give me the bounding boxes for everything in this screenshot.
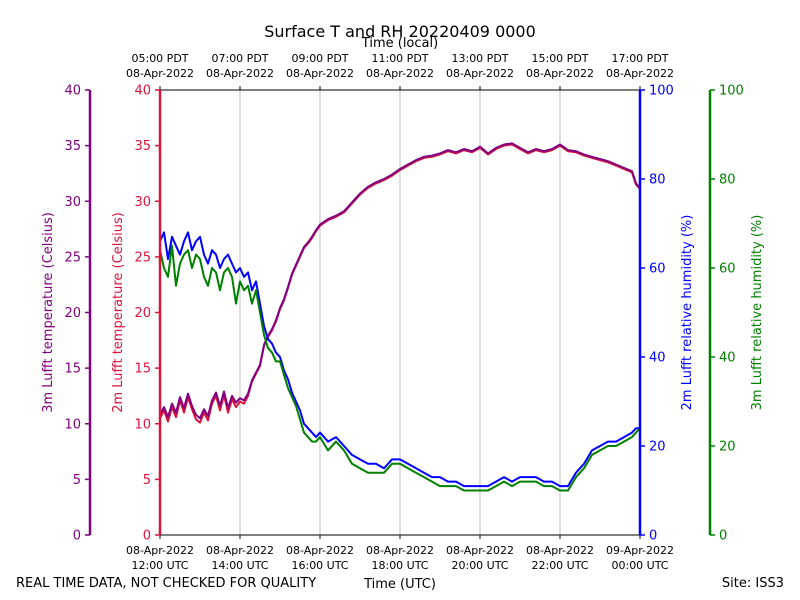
- x-tick-label-time: 00:00 UTC: [611, 559, 668, 572]
- x-tick-label-date: 08-Apr-2022: [446, 544, 514, 557]
- axes-layer: 08-Apr-2022 12:00 UTC 05:00 PDT 08-Apr-2022…: [41, 52, 765, 572]
- y-tick-label-rh3m: 40: [719, 351, 736, 366]
- series-layer: [159, 142, 641, 492]
- y-tick-label-temp3m: 40: [64, 84, 81, 99]
- footer-site: Site: ISS3: [722, 576, 784, 591]
- top-x-tick-label-date: 08-Apr-2022: [446, 67, 514, 80]
- y-tick-label-temp3m: 5: [73, 473, 81, 488]
- gridlines: [239, 90, 561, 535]
- chart-title: Surface T and RH 20220409 0000: [264, 22, 536, 41]
- top-x-tick-label-time: 17:00 PDT: [611, 52, 668, 65]
- y-tick-label-rh2m: 100: [649, 84, 674, 99]
- top-x-tick-label-date: 08-Apr-2022: [206, 67, 274, 80]
- x-tick-label-time: 12:00 UTC: [131, 559, 188, 572]
- top-x-tick-label-time: 07:00 PDT: [211, 52, 268, 65]
- x-tick-label-time: 22:00 UTC: [531, 559, 588, 572]
- y-tick-label-temp3m: 25: [64, 250, 81, 265]
- y-axis-label-rh2m: 2m Lufft relative humidity (%): [680, 215, 695, 411]
- y-tick-label-rh2m: 0: [649, 529, 657, 544]
- y-tick-label-rh3m: 0: [719, 529, 727, 544]
- y-tick-label-rh2m: 60: [649, 262, 666, 277]
- y-tick-label-temp3m: 20: [64, 306, 81, 321]
- x-tick-label-date: 08-Apr-2022: [366, 544, 434, 557]
- top-x-tick-label-date: 08-Apr-2022: [366, 67, 434, 80]
- y-tick-label-temp2m: 40: [134, 84, 151, 99]
- top-x-tick-label-date: 08-Apr-2022: [286, 67, 354, 80]
- top-x-tick-label-time: 13:00 PDT: [451, 52, 508, 65]
- top-x-tick-label-date: 08-Apr-2022: [606, 67, 674, 80]
- x-tick-label-date: 09-Apr-2022: [606, 544, 674, 557]
- y-tick-label-temp3m: 0: [73, 529, 81, 544]
- y-tick-label-rh2m: 20: [649, 440, 666, 455]
- y-tick-label-temp2m: 30: [134, 195, 151, 210]
- y-tick-label-rh3m: 100: [719, 84, 744, 99]
- y-tick-label-temp3m: 15: [64, 362, 81, 377]
- y-tick-label-rh2m: 80: [649, 173, 666, 188]
- top-x-tick-label-time: 11:00 PDT: [371, 52, 428, 65]
- y-tick-label-temp2m: 10: [134, 417, 151, 432]
- x-tick-label-time: 18:00 UTC: [371, 559, 428, 572]
- y-tick-label-rh2m: 40: [649, 351, 666, 366]
- y-tick-label-temp2m: 0: [143, 529, 151, 544]
- y-tick-label-temp2m: 35: [134, 139, 151, 154]
- top-x-tick-label-date: 08-Apr-2022: [526, 67, 594, 80]
- y-tick-label-rh3m: 60: [719, 262, 736, 277]
- series-line-rh2m: [159, 231, 640, 488]
- y-tick-label-temp2m: 15: [134, 362, 151, 377]
- y-axis-label-temp2m: 2m Lufft temperature (Celsius): [111, 212, 126, 413]
- y-tick-label-rh3m: 80: [719, 173, 736, 188]
- x-tick-label-date: 08-Apr-2022: [286, 544, 354, 557]
- x-axis-label: Time (UTC): [363, 577, 436, 592]
- series-line-temp3m: [159, 142, 641, 420]
- x-tick-label-date: 08-Apr-2022: [126, 544, 194, 557]
- y-tick-label-temp2m: 25: [134, 250, 151, 265]
- top-x-tick-label-time: 05:00 PDT: [131, 52, 188, 65]
- y-tick-label-temp3m: 10: [64, 417, 81, 432]
- footer-quality-note: REAL TIME DATA, NOT CHECKED FOR QUALITY: [16, 576, 316, 591]
- top-x-tick-label-date: 08-Apr-2022: [126, 67, 194, 80]
- y-tick-label-temp3m: 35: [64, 139, 81, 154]
- x-tick-label-date: 08-Apr-2022: [206, 544, 274, 557]
- x-tick-label-date: 08-Apr-2022: [526, 544, 594, 557]
- x-tick-label-time: 16:00 UTC: [291, 559, 348, 572]
- y-tick-label-rh3m: 20: [719, 440, 736, 455]
- top-x-tick-label-time: 15:00 PDT: [531, 52, 588, 65]
- y-axis-label-temp3m: 3m Lufft temperature (Celsius): [41, 212, 56, 413]
- top-axis-label: Time (local): [361, 36, 438, 51]
- y-tick-label-temp3m: 30: [64, 195, 81, 210]
- x-tick-label-time: 14:00 UTC: [211, 559, 268, 572]
- y-tick-label-temp2m: 5: [143, 473, 151, 488]
- x-tick-label-time: 20:00 UTC: [451, 559, 508, 572]
- y-axis-label-rh3m: 3m Lufft relative humidity (%): [750, 215, 765, 411]
- top-x-tick-label-time: 09:00 PDT: [291, 52, 348, 65]
- series-line-rh3m: [159, 244, 641, 492]
- y-tick-label-temp2m: 20: [134, 306, 151, 321]
